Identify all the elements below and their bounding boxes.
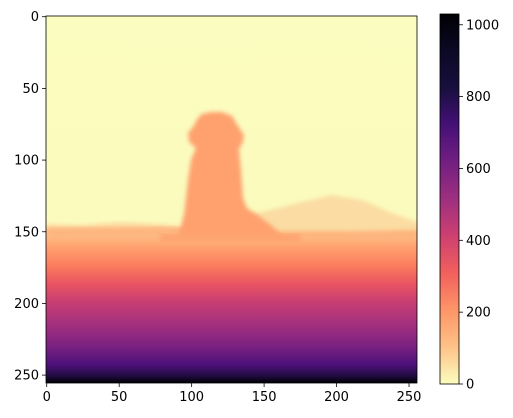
colorbar-tick-label: 600 [466,162,491,177]
y-axis-ticks: 0 50 100 150 200 250 [14,10,46,384]
x-tick-label: 250 [397,390,422,405]
colorbar-tick-label: 400 [466,234,491,249]
background-hills [232,195,417,232]
colorbar [439,13,460,385]
y-tick-label: 200 [14,297,39,312]
colorbar-tick-label: 200 [466,306,491,321]
foreground-object [178,112,282,236]
x-tick-label: 0 [43,390,51,405]
colorbar-ticks: 0 200 400 600 800 1000 [459,18,499,393]
y-tick-label: 150 [14,225,39,240]
x-tick-label: 150 [252,390,277,405]
x-tick-label: 50 [111,390,128,405]
y-tick-label: 100 [14,154,39,169]
x-tick-label: 200 [324,390,349,405]
plot-frame [45,15,418,384]
object-ground-merge [160,234,300,242]
x-tick-label: 100 [179,390,204,405]
x-axis-ticks: 0 50 100 150 200 250 [43,383,422,405]
colorbar-tick-label: 0 [466,378,474,393]
heatmap-image [46,16,417,383]
y-tick-label: 250 [14,369,39,384]
y-tick-label: 50 [22,82,39,97]
colorbar-tick-label: 1000 [466,18,499,33]
y-tick-label: 0 [31,10,39,25]
colorbar-tick-label: 800 [466,90,491,105]
